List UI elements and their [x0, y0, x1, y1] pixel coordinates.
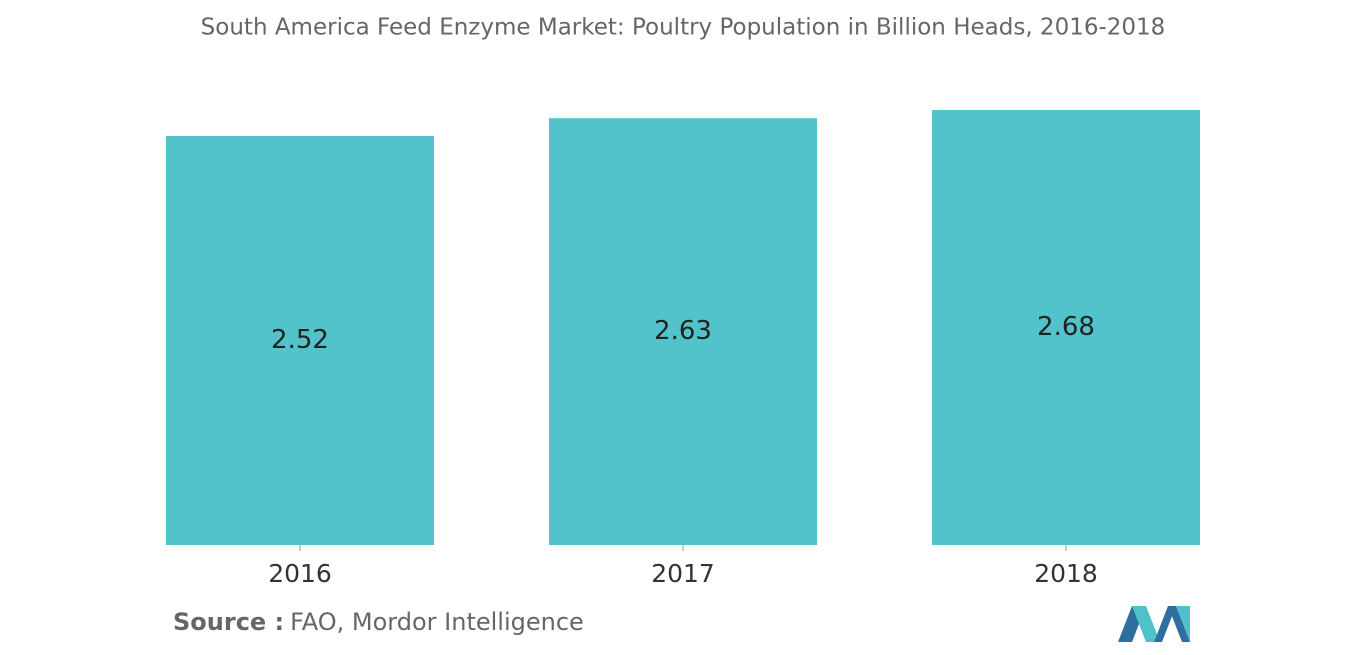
- value-label: 2.63: [654, 316, 712, 346]
- chart-title: South America Feed Enzyme Market: Poultr…: [201, 15, 1166, 41]
- x-tick-label: 2017: [651, 559, 715, 588]
- value-label: 2.68: [1037, 312, 1095, 342]
- source-text: FAO, Mordor Intelligence: [290, 608, 584, 636]
- source: Source : FAO, Mordor Intelligence: [173, 608, 584, 636]
- bar: [932, 110, 1200, 545]
- source-label: Source :: [173, 608, 284, 636]
- bar: [166, 136, 434, 545]
- bar: [549, 118, 817, 545]
- x-tick-label: 2018: [1034, 559, 1098, 588]
- x-tick-label: 2016: [268, 559, 332, 588]
- logo: [1118, 606, 1190, 642]
- value-label: 2.52: [271, 325, 329, 355]
